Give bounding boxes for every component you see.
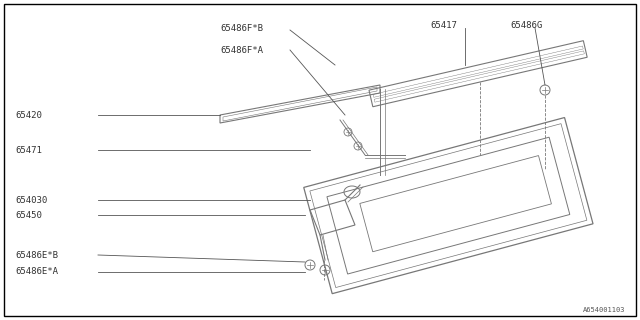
Text: 65486F*B: 65486F*B xyxy=(220,23,263,33)
Text: A654001103: A654001103 xyxy=(582,307,625,313)
Text: 65450: 65450 xyxy=(15,211,42,220)
Text: 65486E*B: 65486E*B xyxy=(15,251,58,260)
Text: 654030: 654030 xyxy=(15,196,47,204)
Text: 65486G: 65486G xyxy=(510,20,542,29)
Text: 65471: 65471 xyxy=(15,146,42,155)
Text: 65417: 65417 xyxy=(430,20,457,29)
Text: 65486F*A: 65486F*A xyxy=(220,45,263,54)
Text: 65420: 65420 xyxy=(15,110,42,119)
Text: 65486E*A: 65486E*A xyxy=(15,268,58,276)
